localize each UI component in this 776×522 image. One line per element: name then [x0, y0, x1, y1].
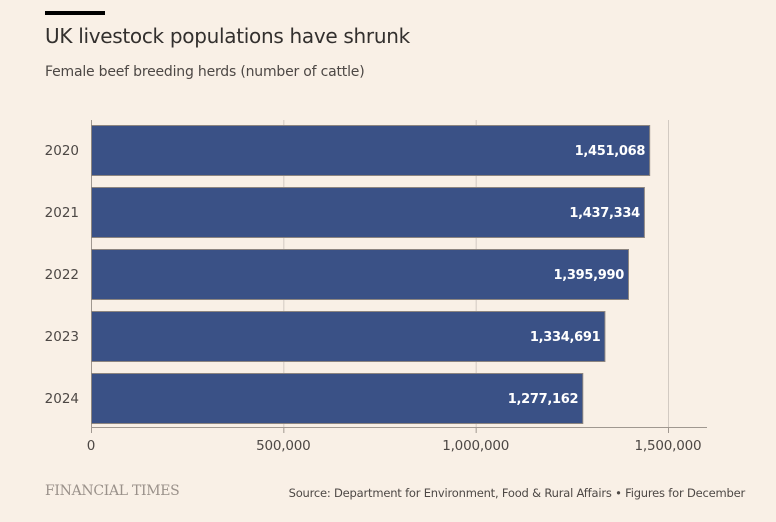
bar-2023	[91, 311, 606, 362]
bars: 1,451,068 1,437,334 1,395,990 1,334,691 1,27…	[91, 125, 651, 424]
x-axis: 0 500,000 1,000,000 1,500,000	[87, 427, 707, 454]
y-tick-label: 2020	[45, 143, 79, 159]
source-note: Source: Department for Environment, Food…	[288, 486, 746, 500]
bar-chart: 1,451,068 1,437,334 1,395,990 1,334,691 1,27…	[45, 120, 707, 454]
bar-value-label: 1,395,990	[553, 268, 624, 283]
x-tick-label: 1,000,000	[442, 438, 509, 454]
x-tick-label: 0	[87, 438, 95, 454]
y-tick-label: 2024	[45, 391, 79, 407]
y-axis-labels: 2020 2021 2022 2023 2024	[45, 143, 79, 407]
bar-2024	[91, 373, 584, 424]
y-tick-label: 2021	[45, 205, 79, 221]
bar-value-label: 1,334,691	[530, 330, 601, 345]
bar-2022	[91, 249, 629, 300]
x-tick-label: 1,500,000	[635, 438, 702, 454]
bar-value-label: 1,451,068	[575, 144, 646, 159]
bar-value-label: 1,437,334	[569, 206, 640, 221]
y-tick-label: 2023	[45, 329, 79, 345]
bar-2020	[91, 125, 651, 176]
bar-value-label: 1,277,162	[508, 392, 579, 407]
x-tick-label: 500,000	[256, 438, 310, 454]
ft-logo: FINANCIAL TIMES	[45, 483, 180, 499]
chart-subtitle: Female beef breeding herds (number of ca…	[45, 64, 365, 80]
bar-2021	[91, 187, 645, 238]
brand-top-bar	[45, 11, 105, 15]
chart-title: UK livestock populations have shrunk	[45, 24, 410, 48]
y-tick-label: 2022	[45, 267, 79, 283]
